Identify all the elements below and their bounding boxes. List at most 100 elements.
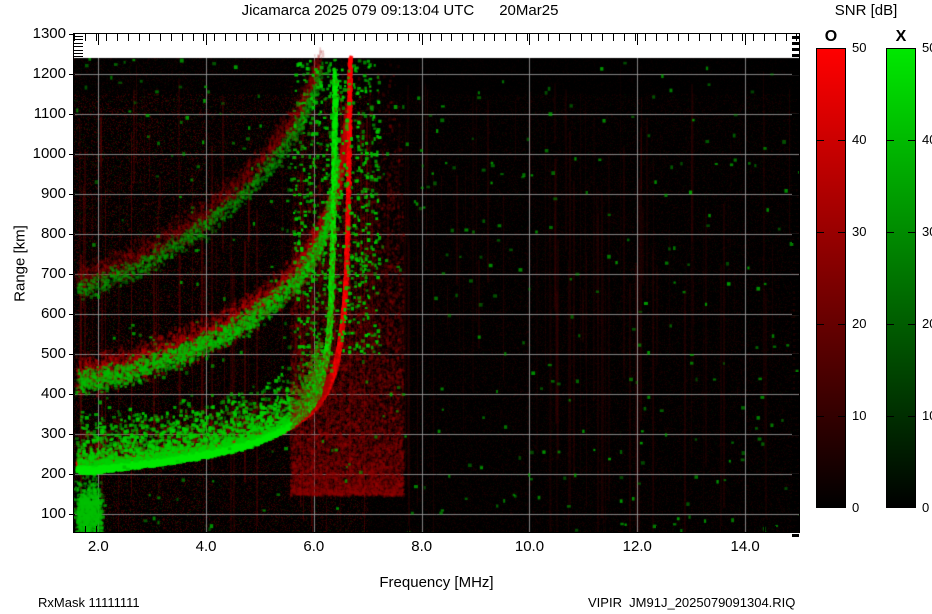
tick-mark [332,526,334,532]
colorbar-o-gradient [817,49,845,507]
tick-mark [792,210,799,213]
tick-mark [792,492,799,495]
tick-mark [74,56,83,58]
colorbar-o-mode[interactable] [816,48,846,508]
tick-mark [591,526,593,532]
tick-mark [792,54,799,57]
tick-mark [792,354,799,357]
tick-mark [462,526,464,532]
tick-mark [792,234,799,237]
tick-mark [203,526,205,532]
tick-mark [710,34,712,41]
tick-mark [98,34,100,45]
tick-mark [313,34,315,45]
tick-mark [580,526,582,532]
tick-mark [138,526,140,532]
tick-mark [548,34,550,41]
tick-mark [494,34,496,41]
tick-mark [792,504,799,507]
colorbar-tick [886,324,894,325]
tick-mark [792,324,799,327]
tick-mark [792,132,799,135]
tick-mark [792,330,799,333]
tick-mark [785,34,787,41]
tick-mark [569,34,571,41]
tick-mark [354,34,356,41]
colorbar-x-tick-label: 40 [922,132,932,147]
tick-mark [472,526,474,532]
y-tick-label: 500 [40,345,66,362]
tick-mark [792,96,799,99]
tick-mark [792,108,799,111]
y-tick-label: 100 [40,505,66,522]
tick-mark [95,34,97,41]
tick-mark [289,34,291,41]
tick-mark [74,42,83,44]
tick-mark [440,526,442,532]
tick-mark [677,526,679,532]
tick-mark [792,318,799,321]
tick-mark [440,34,442,41]
tick-mark [792,402,799,405]
tick-mark [710,526,712,532]
tick-mark [321,34,323,41]
tick-mark [69,394,75,395]
tick-mark [106,526,108,532]
tick-mark [634,34,636,41]
ionogram-plot-area[interactable] [73,33,800,533]
colorbar-x-mode[interactable] [886,48,916,508]
tick-mark [792,84,799,87]
tick-mark [623,34,625,41]
tick-mark [602,526,604,532]
x-tick-label: 6.0 [303,538,325,555]
tick-mark [792,462,799,465]
tick-mark [792,378,799,381]
tick-mark [742,526,744,532]
tick-mark [792,90,799,93]
tick-mark [753,34,755,41]
colorbar-x-tick-label: 30 [922,224,932,239]
colorbar-tick [838,232,846,233]
tick-mark [246,526,248,532]
tick-mark [623,526,625,532]
tick-mark [792,390,799,393]
tick-mark [181,34,183,41]
tick-mark [792,162,799,165]
tick-mark [429,526,431,532]
tick-mark [74,39,83,41]
tick-mark [160,34,162,41]
tick-mark [257,526,259,532]
ionogram-canvas[interactable] [74,34,799,532]
tick-mark [69,514,75,515]
tick-mark [69,274,75,275]
tick-mark [720,34,722,41]
tick-mark [688,526,690,532]
tick-mark [602,34,604,41]
colorbar-x-tick-label: 0 [922,500,930,515]
tick-mark [785,526,787,532]
colorbar-o-tick-label: 40 [852,132,867,147]
tick-mark [792,348,799,351]
tick-mark [792,150,799,153]
tick-mark [311,526,313,532]
tick-mark [792,342,799,345]
tick-mark [160,526,162,532]
tick-mark [792,438,799,441]
tick-mark [792,144,799,147]
tick-mark [375,34,377,41]
tick-mark [792,282,799,285]
tick-mark [537,526,539,532]
tick-mark [688,34,690,41]
tick-mark [84,34,86,41]
tick-mark [74,46,83,48]
tick-mark [792,450,799,453]
tick-mark [418,34,420,41]
colorbar-tick [886,416,894,417]
tick-mark [656,34,658,41]
colorbar-tick [908,416,916,417]
tick-mark [278,526,280,532]
tick-mark [792,174,799,177]
tick-mark [386,34,388,41]
